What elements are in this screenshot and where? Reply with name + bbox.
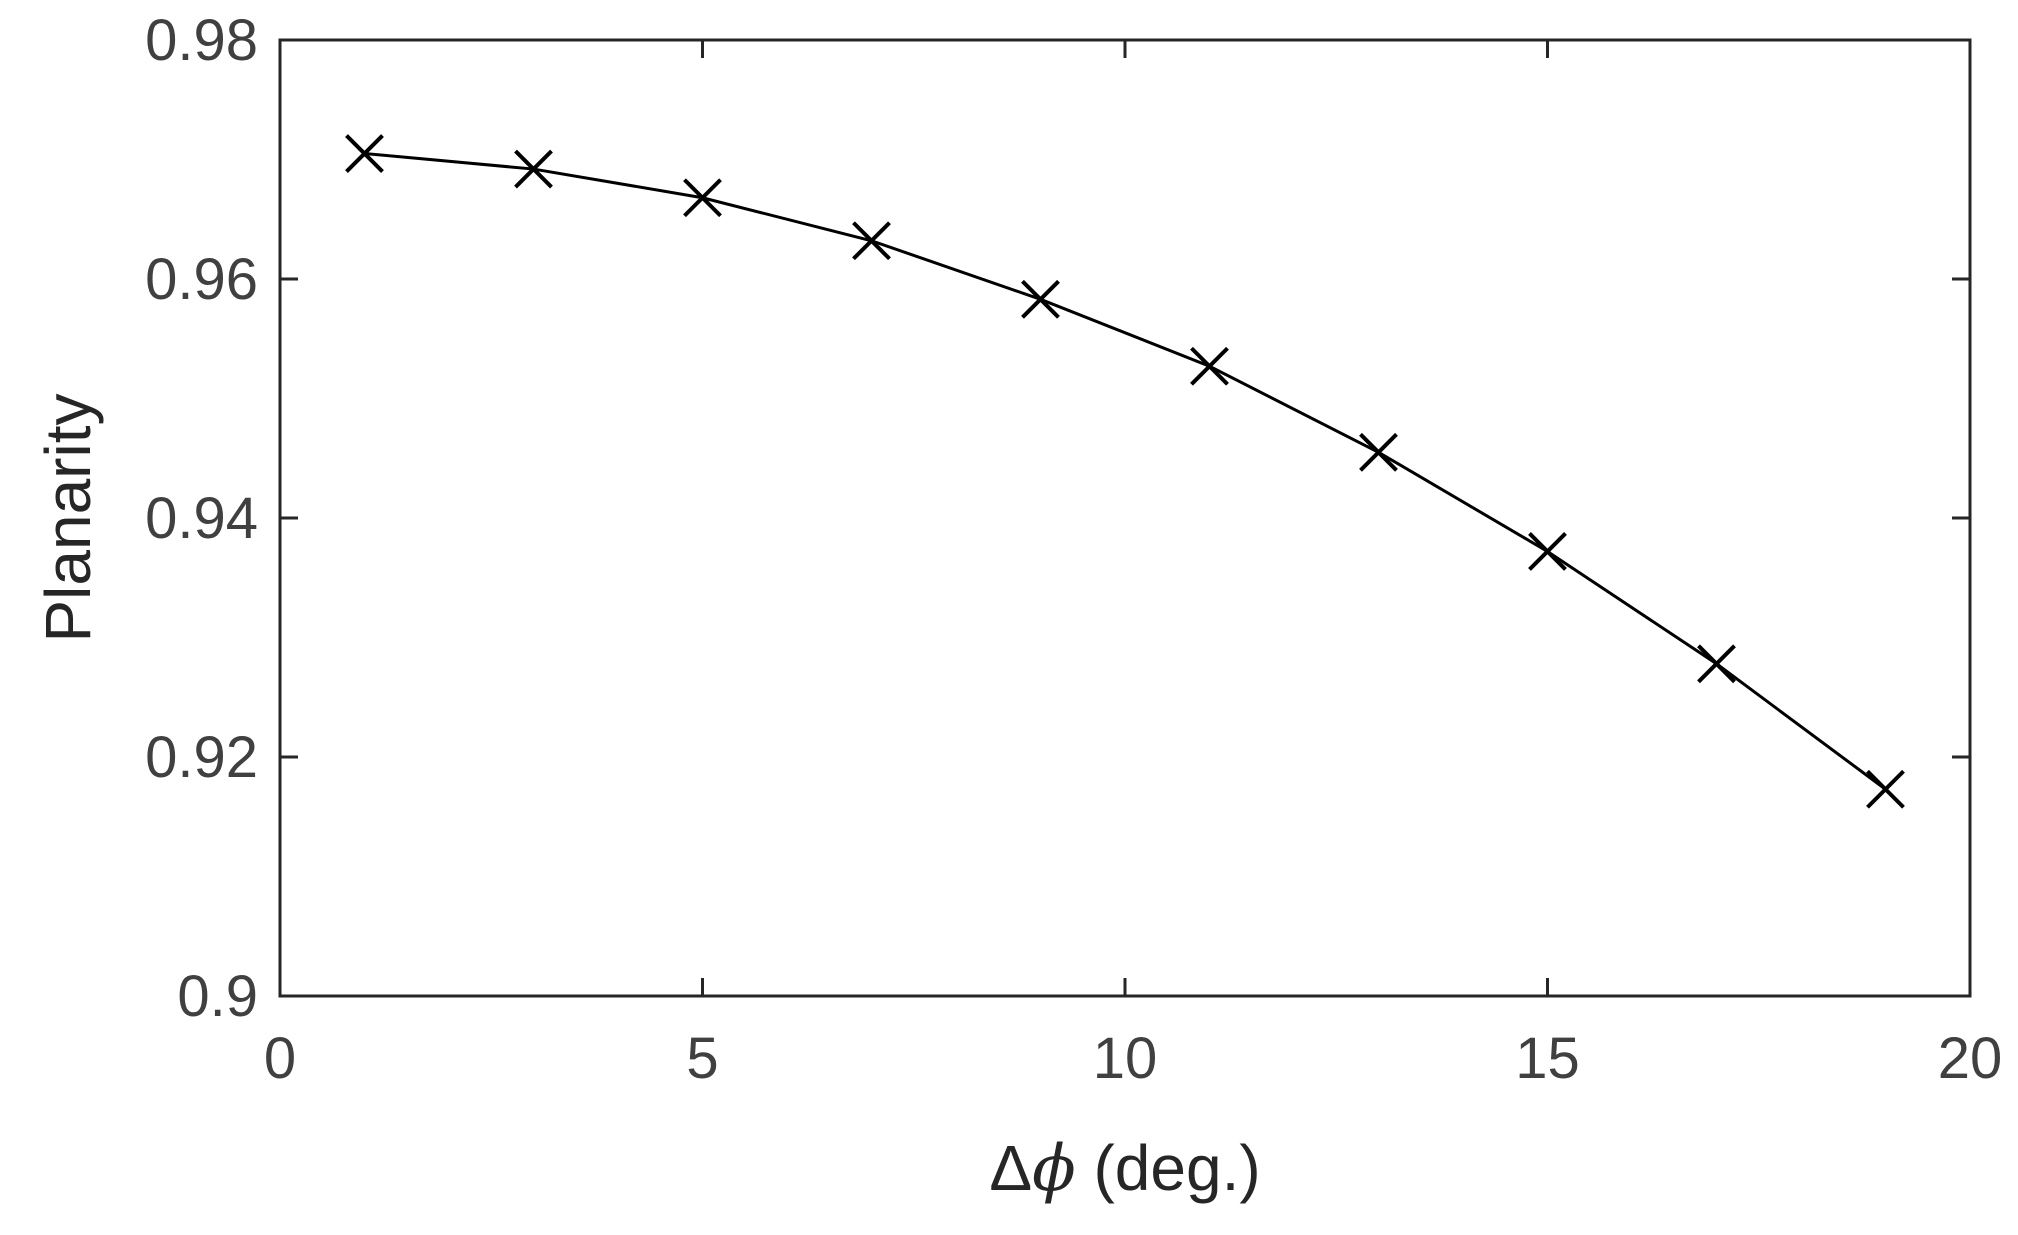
- y-tick-label: 0.9: [177, 964, 258, 1029]
- tick-labels: 0 5 10 15 20 0.9 0.92 0.94 0.96 0.98: [145, 8, 2002, 1091]
- data-point-marker: [1190, 346, 1229, 386]
- marker-stroke: [1190, 346, 1229, 386]
- x-tick-label: 5: [686, 1026, 718, 1091]
- x-axis-label-suffix: (deg.): [1076, 1132, 1261, 1204]
- axes-box: [278, 38, 1972, 998]
- x-tick-label: 10: [1093, 1026, 1158, 1091]
- data-point-marker: [1359, 432, 1398, 472]
- x-axis-label-prefix: Δ: [989, 1132, 1032, 1204]
- marker-stroke: [345, 134, 384, 173]
- y-tick-label: 0.94: [145, 486, 258, 551]
- x-axis-label: Δϕ (deg.): [989, 1132, 1260, 1206]
- series-layer: [345, 134, 1905, 809]
- series-line: [364, 152, 1887, 791]
- data-point-marker: [1697, 644, 1736, 684]
- data-point-marker: [852, 221, 891, 261]
- x-axis-label-symbol: ϕ: [1032, 1132, 1076, 1206]
- axis-ticks: [278, 38, 1972, 998]
- y-tick-label: 0.92: [145, 725, 258, 790]
- marker-stroke: [1528, 532, 1567, 571]
- marker-stroke: [1697, 644, 1736, 684]
- data-point-marker: [683, 178, 722, 218]
- y-axis-label: Planarity: [32, 394, 104, 643]
- x-tick-label: 15: [1515, 1026, 1580, 1091]
- data-point-marker: [1021, 279, 1060, 319]
- marker-stroke: [683, 178, 722, 218]
- marker-stroke: [1021, 279, 1060, 319]
- marker-stroke: [514, 149, 553, 189]
- marker-stroke: [1866, 769, 1905, 809]
- y-tick-label: 0.96: [145, 247, 258, 312]
- data-point-marker: [1528, 532, 1567, 571]
- y-tick-label: 0.98: [145, 8, 258, 73]
- marker-stroke: [852, 221, 891, 261]
- data-point-marker: [345, 134, 384, 173]
- x-tick-label: 20: [1938, 1026, 2003, 1091]
- marker-stroke: [1359, 432, 1398, 472]
- data-point-marker: [1866, 769, 1905, 809]
- x-tick-label: 0: [264, 1026, 296, 1091]
- data-point-marker: [514, 149, 553, 189]
